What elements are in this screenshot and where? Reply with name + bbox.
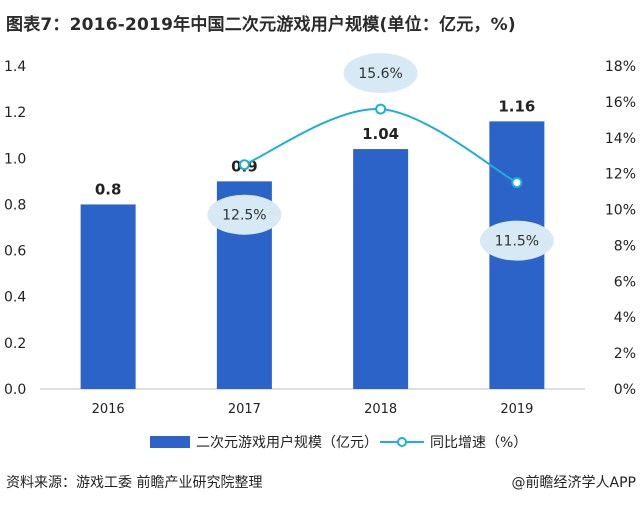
growth-point [511, 177, 523, 189]
x-tick-label: 2016 [92, 402, 125, 417]
growth-label-bubble [343, 53, 418, 94]
y-left-tick-label: 1.4 [4, 59, 26, 75]
chart-title: 图表7：2016-2019年中国二次元游戏用户规模(单位：亿元，%) [6, 15, 516, 35]
chart-area: 0.0 0.2 0.4 0.6 0.8 1.0 1.2 1.4 0% 2% 4% 6% 8% 10% 12%… [0, 44, 640, 424]
brand-credit: @前瞻经济学人APP [511, 475, 636, 491]
growth-point [375, 103, 387, 115]
y-right-tick-label: 0% [614, 382, 636, 398]
x-tick-label: 2019 [500, 402, 533, 417]
y-left-tick-label: 0.8 [4, 197, 26, 213]
growth-point [238, 159, 250, 171]
x-tick-label: 2018 [364, 402, 397, 417]
y-left-tick-label: 0.2 [4, 336, 26, 352]
growth-label-bubble [207, 194, 282, 235]
y-right-tick-label: 4% [614, 310, 636, 326]
bar-value-label: 1.04 [362, 125, 399, 143]
source-note: 资料来源：游戏工委 前瞻产业研究院整理 [6, 475, 263, 491]
legend-item-line: 同比增速（%） [380, 432, 527, 452]
y-right-tick-label: 6% [614, 274, 636, 290]
y-left-tick-label: 0.4 [4, 290, 26, 306]
footer: 资料来源：游戏工委 前瞻产业研究院整理 @前瞻经济学人APP [0, 468, 640, 498]
legend-bar-swatch [150, 436, 190, 448]
y-left-tick-label: 1.0 [4, 151, 26, 167]
legend-line-swatch [380, 437, 424, 447]
bar [353, 149, 409, 389]
x-tick-label: 2017 [228, 402, 261, 417]
legend: 二次元游戏用户规模（亿元） 同比增速（%） [0, 428, 640, 456]
growth-label-bubble [479, 220, 554, 261]
y-right-tick-label: 2% [614, 346, 636, 362]
y-right-tick-label: 8% [614, 238, 636, 254]
y-left-tick-label: 1.2 [4, 105, 26, 121]
legend-bar-label: 二次元游戏用户规模（亿元） [196, 435, 378, 451]
legend-line-label: 同比增速（%） [430, 435, 528, 451]
y-right-tick-label: 12% [605, 167, 636, 183]
y-right-tick-label: 18% [605, 59, 636, 75]
y-right-tick-label: 16% [605, 95, 636, 111]
legend-item-bar: 二次元游戏用户规模（亿元） [150, 432, 378, 452]
bar-value-label: 1.16 [498, 97, 535, 115]
bar [80, 204, 136, 389]
bar-value-label: 0.8 [95, 180, 122, 198]
growth-value-label: 12.5% [222, 208, 266, 224]
y-left-tick-label: 0.6 [4, 244, 26, 260]
chart-svg: 0.0 0.2 0.4 0.6 0.8 1.0 1.2 1.4 0% 2% 4% 6% 8% 10% 12%… [4, 53, 636, 417]
y-right-tick-label: 10% [605, 203, 636, 219]
y-right-tick-label: 14% [605, 131, 636, 147]
y-left-tick-label: 0.0 [4, 382, 26, 398]
growth-value-label: 15.6% [358, 66, 402, 82]
growth-value-label: 11.5% [495, 234, 539, 250]
